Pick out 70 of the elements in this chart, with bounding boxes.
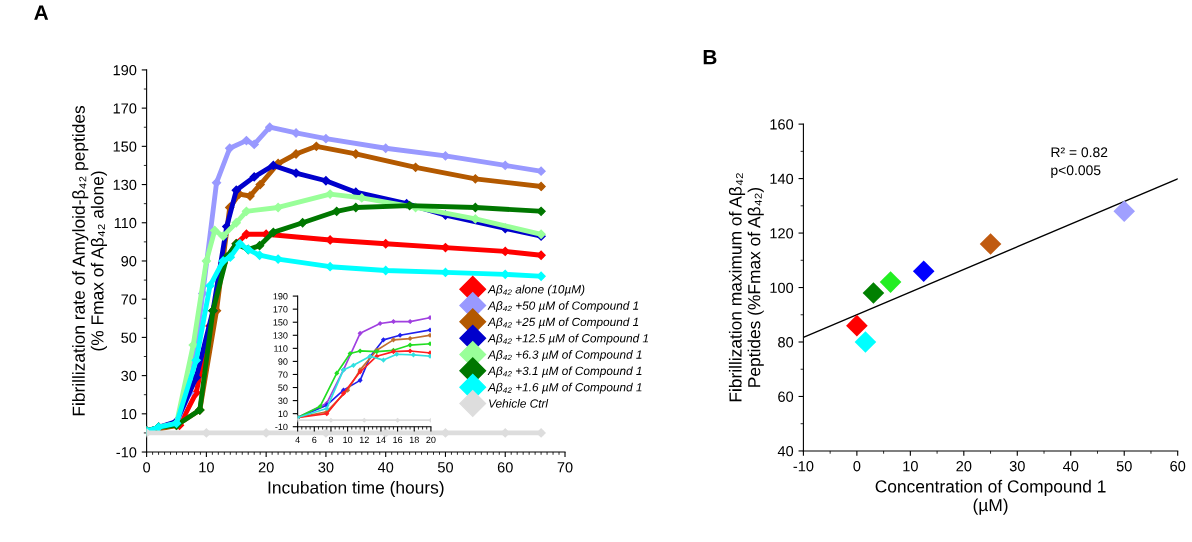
y-tick-label: 130: [273, 332, 288, 339]
x-tick-label: 10: [903, 461, 918, 472]
legend-label: Vehicle Ctrl: [489, 399, 549, 408]
y-tick-label: 30: [278, 397, 288, 404]
y-tick-label: 190: [273, 293, 288, 300]
x-tick-label: 10: [343, 436, 353, 444]
chart-title: A: [34, 5, 49, 20]
y-tick-label: 170: [113, 103, 137, 114]
y-tick-label: 150: [273, 319, 288, 326]
x-tick-label: 20: [258, 462, 274, 473]
x-tick-label: 14: [376, 436, 386, 443]
annotation: p<0.005: [1051, 165, 1101, 178]
x-tick-label: 50: [437, 462, 454, 473]
y-tick-label: 80: [778, 337, 794, 348]
x-tick-label: 60: [497, 462, 513, 473]
y-tick-label: 10: [278, 410, 288, 418]
legend-label: Aβ₄₂ alone (10µM): [487, 284, 585, 296]
x-tick-label: 30: [1009, 461, 1025, 472]
x-tick-label: 50: [1116, 461, 1132, 472]
y-tick-label: 150: [113, 141, 137, 152]
x-tick-label: 4: [295, 436, 300, 443]
y-tick-label: -10: [116, 447, 137, 458]
x-tick-label: 18: [409, 436, 419, 444]
legend-label: Aβ₄₂ +3.1 µM of Compound 1: [487, 366, 642, 378]
x-tick-label: 0: [143, 462, 151, 473]
y-tick-label: 170: [273, 306, 288, 313]
legend-label: Aβ₄₂ +50 µM of Compound 1: [487, 301, 639, 313]
y-tick-label: 60: [778, 391, 794, 402]
annotation: R² = 0.82: [1051, 147, 1108, 158]
y-tick-label: 70: [121, 294, 137, 305]
x-axis-title: Incubation time (hours): [268, 480, 444, 498]
legend-label: Aβ₄₂ +12.5 µM of Compound 1: [487, 333, 649, 345]
y-tick-label: 90: [121, 256, 137, 267]
y-tick-label: 160: [770, 119, 794, 130]
y-tick-label: 30: [121, 370, 137, 382]
y-axis-title: Fibrillization rate of Amyloid-β₄₂ peptides (% Fmax of Aβ₄₂ alone): [72, 105, 108, 416]
y-tick-label: 120: [770, 228, 794, 239]
y-tick-label: 130: [113, 179, 137, 190]
x-tick-label: -10: [793, 461, 814, 472]
x-tick-label: 40: [1062, 461, 1079, 472]
y-tick-label: 50: [121, 332, 137, 343]
x-axis-title: Concentration of Compound 1 (µM): [875, 479, 1106, 515]
x-tick-label: 40: [377, 462, 394, 473]
x-tick-label: 8: [328, 436, 334, 444]
y-tick-label: -10: [275, 423, 288, 431]
y-tick-label: 110: [114, 217, 137, 229]
y-tick-label: 10: [121, 408, 137, 420]
y-tick-label: 40: [777, 446, 794, 457]
y-axis-title: Fibrillization maximum of Aβ₄₂ Peptides (%Fmax of Aβ₄₂): [728, 173, 764, 402]
x-tick-label: 6: [312, 436, 317, 444]
legend-label: Aβ₄₂ +1.6 µM of Compound 1: [487, 382, 642, 394]
x-tick-label: 30: [318, 462, 334, 473]
y-tick-label: 140: [770, 173, 794, 185]
x-tick-label: 60: [1170, 461, 1186, 472]
x-tick-label: 10: [199, 462, 214, 473]
legend-label: Aβ₄₂ +25 µM of Compound 1: [487, 317, 639, 329]
legend-label: Aβ₄₂ +6.3 µM of Compound 1: [487, 350, 642, 362]
x-tick-label: 0: [853, 461, 861, 472]
y-tick-label: 70: [278, 371, 288, 378]
y-tick-label: 190: [113, 65, 137, 76]
y-tick-label: 50: [278, 384, 288, 391]
x-tick-label: 70: [557, 462, 573, 473]
y-tick-label: 100: [770, 282, 794, 293]
x-tick-label: 16: [393, 436, 403, 444]
y-tick-label: 110: [274, 345, 288, 352]
y-tick-label: 90: [278, 358, 288, 365]
x-tick-label: 20: [956, 461, 972, 472]
chart-title: B: [703, 49, 717, 65]
x-tick-label: 12: [359, 436, 369, 443]
x-tick-label: 20: [426, 436, 436, 444]
